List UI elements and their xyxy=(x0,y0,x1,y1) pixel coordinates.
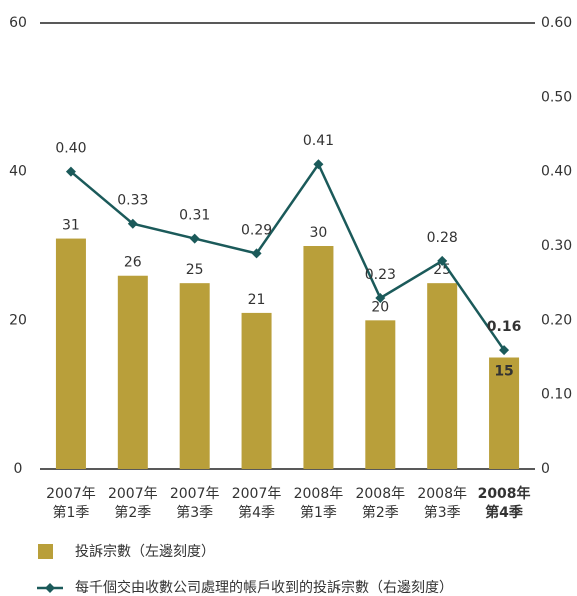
legend-label: 投訴宗數（左邊刻度） xyxy=(75,544,215,560)
x-tick-label: 第4季 xyxy=(485,504,523,521)
line-marker xyxy=(437,255,448,266)
y2-tick-label: 0.10 xyxy=(541,387,572,403)
x-tick-label: 2007年 xyxy=(46,486,96,502)
line-marker xyxy=(65,166,76,177)
x-tick-label: 2007年 xyxy=(108,486,158,502)
bar-value-label: 21 xyxy=(248,292,266,308)
line-value-label: 0.28 xyxy=(427,230,458,246)
line xyxy=(70,161,506,351)
bar xyxy=(365,320,396,469)
bar xyxy=(179,283,210,469)
y2-tick-label: 0.60 xyxy=(541,15,572,31)
bar-value-label: 25 xyxy=(186,262,204,278)
line-value-label: 0.41 xyxy=(303,133,334,149)
bar-value-label: 20 xyxy=(371,299,389,315)
y-tick-label: 20 xyxy=(9,312,27,328)
line-marker xyxy=(127,218,138,229)
line-value-label: 0.33 xyxy=(117,193,148,209)
y-tick-label: 60 xyxy=(9,15,27,31)
bar xyxy=(489,357,520,469)
x-tick-label: 第1季 xyxy=(300,504,337,521)
line-value-label: 0.40 xyxy=(55,141,86,157)
line-value-label: 0.16 xyxy=(487,319,522,335)
bar-value-label: 15 xyxy=(494,364,513,380)
y2-tick-label: 0.20 xyxy=(541,312,572,328)
x-tick-label: 2008年 xyxy=(478,485,531,502)
line-marker xyxy=(313,159,324,170)
line-value-label: 0.29 xyxy=(241,222,272,238)
x-tick-label: 2007年 xyxy=(170,486,220,502)
x-tick-label: 2008年 xyxy=(355,486,405,502)
bar-value-label: 30 xyxy=(310,225,328,241)
line-marker xyxy=(375,293,386,304)
x-tick-label: 2008年 xyxy=(294,486,344,502)
bar xyxy=(303,246,334,469)
bar xyxy=(117,275,148,469)
bar-value-label: 31 xyxy=(62,218,80,234)
line-marker xyxy=(251,248,262,259)
line-value-label: 0.23 xyxy=(365,267,396,283)
bar xyxy=(427,283,458,469)
x-tick-label: 第1季 xyxy=(52,504,89,521)
x-tick-label: 第2季 xyxy=(362,504,399,521)
x-tick-label: 第3季 xyxy=(176,504,213,521)
line-marker xyxy=(499,345,510,356)
y2-tick-label: 0 xyxy=(541,461,550,477)
legend-label: 每千個交由收數公司處理的帳戶收到的投訴宗數（右邊刻度） xyxy=(75,579,453,596)
y-tick-label: 0 xyxy=(14,461,23,477)
x-tick-label: 2008年 xyxy=(417,486,467,502)
bar xyxy=(55,238,86,469)
y2-tick-label: 0.30 xyxy=(541,238,572,254)
x-tick-label: 2007年 xyxy=(232,486,282,502)
x-tick-label: 第2季 xyxy=(114,504,151,521)
bar-value-label: 26 xyxy=(124,255,142,271)
bar xyxy=(241,312,272,469)
y2-tick-label: 0.40 xyxy=(541,164,572,180)
y-tick-label: 40 xyxy=(9,164,27,180)
y2-tick-label: 0.50 xyxy=(541,89,572,105)
line-marker xyxy=(189,233,200,244)
x-tick-label: 第3季 xyxy=(424,504,461,521)
line-value-label: 0.31 xyxy=(179,208,210,224)
legend-marker xyxy=(45,583,55,593)
x-tick-label: 第4季 xyxy=(238,504,275,521)
legend-swatch xyxy=(38,544,53,559)
